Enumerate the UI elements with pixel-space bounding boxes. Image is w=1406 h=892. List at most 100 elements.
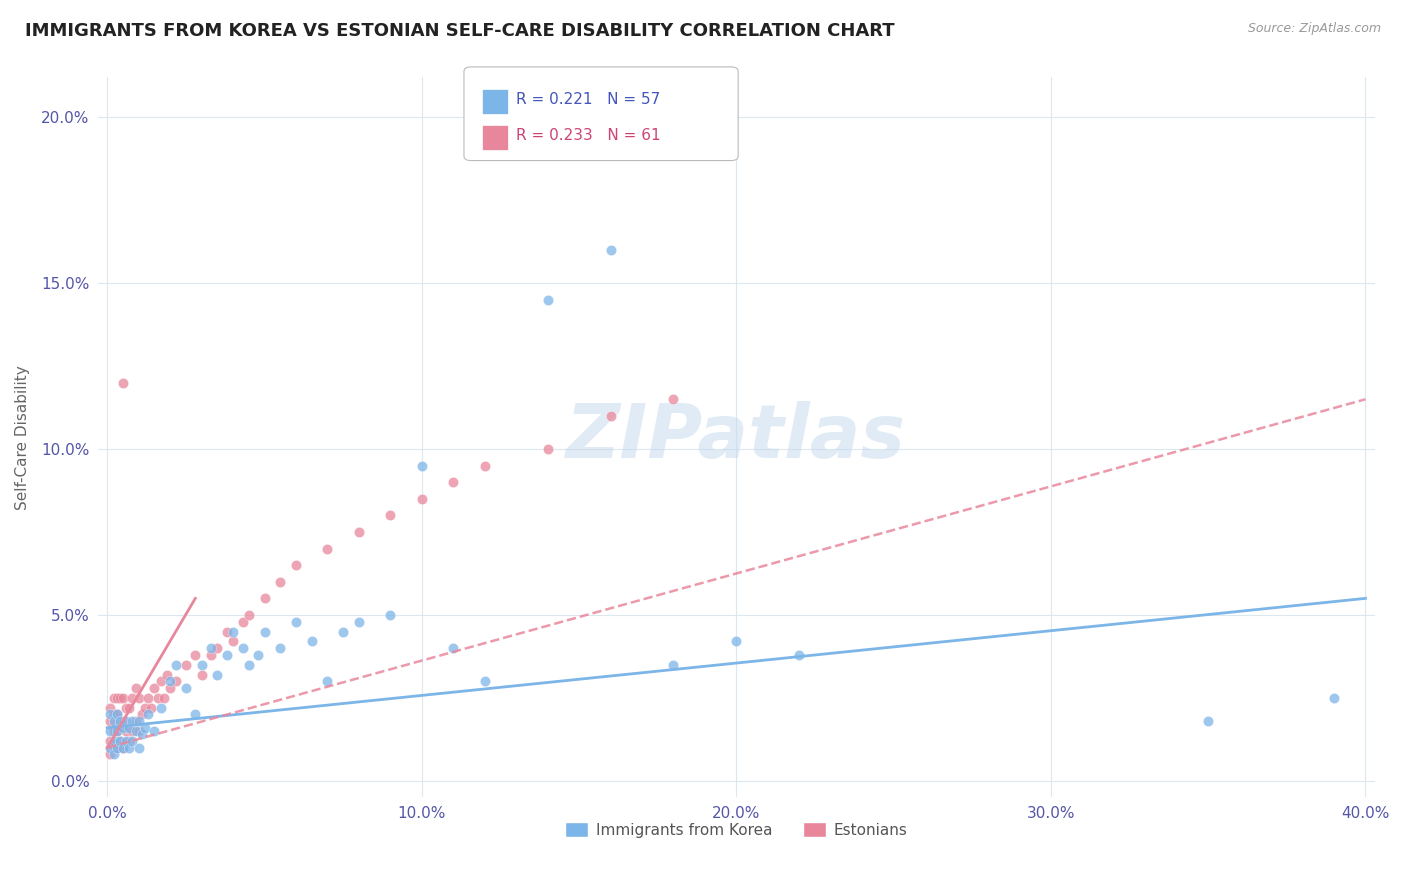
Point — [441, 641, 464, 656]
Point — [474, 674, 496, 689]
Point — [131, 727, 153, 741]
Point — [105, 724, 128, 739]
Point — [599, 243, 621, 257]
Point — [118, 734, 141, 748]
Point — [662, 657, 685, 672]
Point — [100, 734, 122, 748]
Point — [100, 707, 122, 722]
Point — [103, 734, 125, 748]
Point — [121, 734, 143, 748]
Point — [124, 681, 146, 695]
Point — [332, 624, 354, 639]
Point — [131, 707, 153, 722]
Y-axis label: Self-Care Disability: Self-Care Disability — [15, 365, 30, 510]
Point — [146, 690, 169, 705]
Point — [128, 740, 150, 755]
Point — [134, 701, 156, 715]
Point — [247, 648, 270, 662]
Point — [222, 634, 245, 648]
Point — [474, 458, 496, 473]
Point — [118, 740, 141, 755]
Point — [108, 734, 131, 748]
Point — [100, 714, 122, 728]
Point — [115, 734, 138, 748]
Point — [128, 724, 150, 739]
Point — [231, 615, 253, 629]
Point — [103, 747, 125, 762]
Point — [347, 615, 370, 629]
Point — [662, 392, 685, 407]
Point — [128, 714, 150, 728]
Point — [100, 724, 122, 739]
Point — [128, 690, 150, 705]
Point — [108, 690, 131, 705]
Point — [207, 641, 229, 656]
Point — [269, 574, 291, 589]
Point — [347, 524, 370, 539]
Point — [411, 458, 433, 473]
Point — [380, 607, 402, 622]
Point — [105, 690, 128, 705]
Point — [441, 475, 464, 490]
Point — [787, 648, 810, 662]
Point — [238, 607, 260, 622]
Point — [253, 591, 276, 606]
Point — [105, 707, 128, 722]
Point — [200, 641, 222, 656]
Point — [105, 740, 128, 755]
Point — [231, 641, 253, 656]
Point — [111, 721, 134, 735]
Point — [108, 714, 131, 728]
Point — [100, 740, 122, 755]
Point — [115, 724, 138, 739]
Point — [222, 624, 245, 639]
Point — [143, 724, 166, 739]
Point — [118, 701, 141, 715]
Point — [725, 634, 748, 648]
Point — [111, 714, 134, 728]
Point — [200, 648, 222, 662]
Point — [108, 734, 131, 748]
Point — [149, 674, 172, 689]
Point — [316, 541, 339, 556]
Point — [166, 657, 188, 672]
Point — [215, 648, 238, 662]
Point — [105, 707, 128, 722]
Point — [124, 724, 146, 739]
Point — [174, 657, 197, 672]
Point — [1197, 714, 1219, 728]
Point — [111, 740, 134, 755]
Point — [536, 442, 558, 456]
Point — [121, 724, 143, 739]
Point — [159, 674, 181, 689]
Point — [190, 657, 212, 672]
Point — [159, 681, 181, 695]
Point — [103, 707, 125, 722]
Point — [103, 724, 125, 739]
Point — [111, 690, 134, 705]
Point — [174, 681, 197, 695]
Point — [316, 674, 339, 689]
Point — [100, 701, 122, 715]
Point — [118, 721, 141, 735]
Point — [156, 667, 179, 681]
Point — [103, 690, 125, 705]
Point — [411, 491, 433, 506]
Point — [111, 740, 134, 755]
Point — [285, 615, 308, 629]
Point — [136, 690, 159, 705]
Point — [184, 648, 207, 662]
Legend: Immigrants from Korea, Estonians: Immigrants from Korea, Estonians — [560, 815, 914, 844]
Point — [380, 508, 402, 523]
Point — [285, 558, 308, 573]
Point — [121, 714, 143, 728]
Point — [121, 690, 143, 705]
Point — [115, 701, 138, 715]
Point — [184, 707, 207, 722]
Text: Source: ZipAtlas.com: Source: ZipAtlas.com — [1247, 22, 1381, 36]
Point — [1323, 690, 1346, 705]
Point — [536, 293, 558, 307]
Point — [153, 690, 176, 705]
Point — [105, 740, 128, 755]
Point — [599, 409, 621, 423]
